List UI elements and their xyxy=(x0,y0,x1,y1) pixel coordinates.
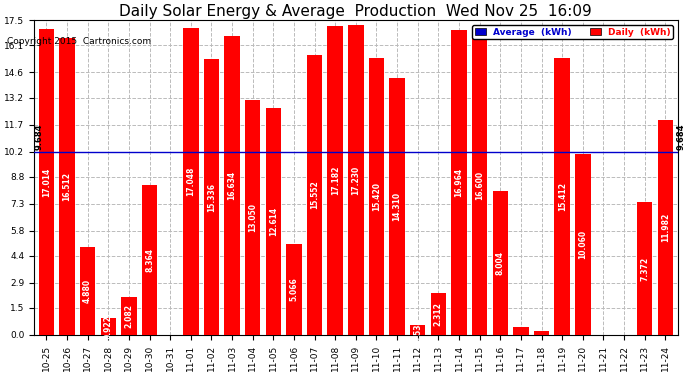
Bar xyxy=(266,108,281,335)
Bar xyxy=(142,184,157,335)
Text: 9.684: 9.684 xyxy=(35,123,44,150)
Text: 5.066: 5.066 xyxy=(290,278,299,301)
Bar xyxy=(575,154,591,335)
Bar xyxy=(183,28,199,335)
Text: 2.082: 2.082 xyxy=(124,304,133,328)
Text: 0.922: 0.922 xyxy=(104,315,112,339)
Text: 16.964: 16.964 xyxy=(455,168,464,197)
Text: 13.050: 13.050 xyxy=(248,203,257,232)
Text: 17.014: 17.014 xyxy=(42,167,51,196)
Text: 11.982: 11.982 xyxy=(661,213,670,242)
Bar xyxy=(39,29,54,335)
Text: 15.420: 15.420 xyxy=(372,182,381,211)
Text: 14.310: 14.310 xyxy=(393,192,402,221)
Bar xyxy=(431,293,446,335)
Bar xyxy=(286,244,302,335)
Bar xyxy=(637,202,653,335)
Bar xyxy=(493,191,508,335)
Bar xyxy=(348,25,364,335)
Text: 15.552: 15.552 xyxy=(310,181,319,210)
Text: Copyright 2015  Cartronics.com: Copyright 2015 Cartronics.com xyxy=(7,38,151,46)
Bar xyxy=(534,331,549,335)
Bar xyxy=(451,30,466,335)
Text: 15.336: 15.336 xyxy=(207,183,216,212)
Text: 2.312: 2.312 xyxy=(434,302,443,326)
Text: 16.512: 16.512 xyxy=(63,172,72,201)
Bar xyxy=(307,56,322,335)
Bar xyxy=(80,247,95,335)
Text: 10.060: 10.060 xyxy=(578,230,587,259)
Bar xyxy=(472,36,487,335)
Bar xyxy=(658,120,673,335)
Text: 15.412: 15.412 xyxy=(558,182,566,211)
Title: Daily Solar Energy & Average  Production  Wed Nov 25  16:09: Daily Solar Energy & Average Production … xyxy=(119,4,592,19)
Bar xyxy=(410,325,426,335)
Legend: Average  (kWh), Daily  (kWh): Average (kWh), Daily (kWh) xyxy=(473,25,673,39)
Bar xyxy=(555,58,570,335)
Bar xyxy=(513,327,529,335)
Bar xyxy=(368,58,384,335)
Bar xyxy=(101,318,116,335)
Text: 12.614: 12.614 xyxy=(269,207,278,236)
Text: 7.372: 7.372 xyxy=(640,256,649,280)
Text: 16.634: 16.634 xyxy=(228,171,237,200)
Bar xyxy=(389,78,405,335)
Bar xyxy=(121,297,137,335)
Text: 0.534: 0.534 xyxy=(413,318,422,342)
Text: 9.684: 9.684 xyxy=(677,123,686,150)
Text: 16.600: 16.600 xyxy=(475,171,484,200)
Bar xyxy=(204,59,219,335)
Bar xyxy=(224,36,240,335)
Bar xyxy=(328,26,343,335)
Text: 8.364: 8.364 xyxy=(145,248,154,272)
Text: 4.880: 4.880 xyxy=(83,279,92,303)
Bar xyxy=(245,100,260,335)
Bar xyxy=(59,38,75,335)
Text: 17.048: 17.048 xyxy=(186,167,195,196)
Text: 17.230: 17.230 xyxy=(351,165,360,195)
Text: 8.004: 8.004 xyxy=(496,251,505,275)
Text: 17.182: 17.182 xyxy=(331,166,339,195)
